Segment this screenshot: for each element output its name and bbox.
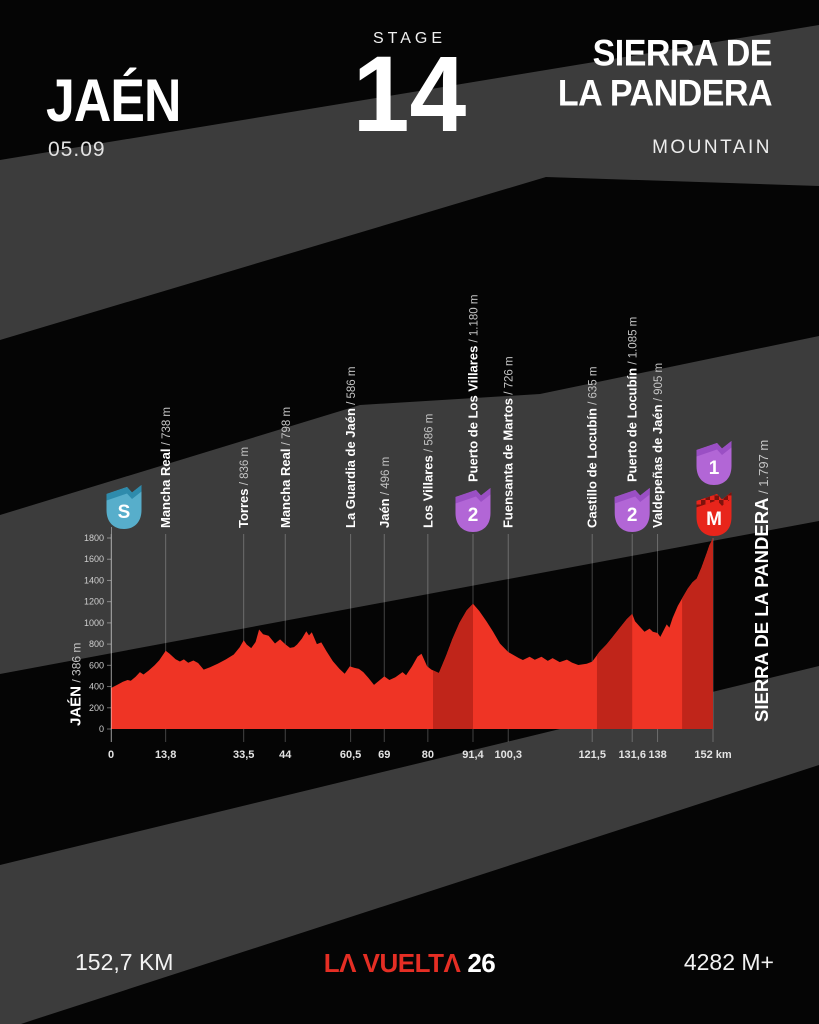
la-vuelta-wordmark: LΛ VUELTΛ (323, 948, 461, 978)
finish-city-line2: LA PANDERA (557, 73, 773, 115)
middle-stripe (0, 336, 819, 674)
category-2-badge: 2 (614, 488, 650, 532)
la-vuelta-logo: LΛ VUELTΛ 26 (0, 948, 819, 979)
svg-text:1400: 1400 (84, 575, 104, 585)
waypoint-label: Torres / 836 m (236, 447, 251, 528)
mountain-finish-badge: M (696, 492, 732, 536)
waypoint-label: Puerto de Locubín / 1.085 m (625, 317, 640, 482)
x-axis-labels: 0 13,8 33,5 44 60,5 69 80 91,4 100,3 121,5 131,6 13… (108, 749, 732, 761)
svg-text:S: S (118, 502, 131, 523)
x-tick-label: 91,4 (462, 749, 484, 761)
x-tick-label: 152 km (694, 749, 732, 761)
svg-text:2: 2 (468, 505, 479, 526)
elevation-profile (111, 538, 713, 729)
svg-text:1600: 1600 (84, 554, 104, 564)
stage-category: MOUNTAIN (652, 137, 772, 158)
x-tick-label: 121,5 (578, 749, 606, 761)
svg-text:200: 200 (89, 703, 104, 713)
x-tick-label: 138 (648, 749, 666, 761)
waypoint-label: Mancha Real / 738 m (158, 407, 173, 528)
footer-stripe (0, 666, 819, 1024)
stage-label: STAGE (372, 30, 447, 47)
stage-date: 05.09 (48, 138, 106, 161)
x-tick-label: 13,8 (155, 749, 176, 761)
x-tick-label: 44 (279, 749, 292, 761)
svg-text:400: 400 (89, 682, 104, 692)
start-badge: S (106, 485, 142, 529)
waypoint-label: Puerto de Los Villares / 1.180 m (465, 295, 480, 482)
climb-segment-1 (682, 538, 713, 729)
svg-text:600: 600 (89, 660, 104, 670)
svg-text:800: 800 (89, 639, 104, 649)
waypoint-label: Mancha Real / 798 m (278, 407, 293, 528)
x-tick-label: 100,3 (494, 749, 522, 761)
waypoint-label: Castillo de Locubín / 635 m (585, 367, 600, 528)
stage-number: 14 (352, 33, 467, 155)
header-stripe (0, 25, 819, 340)
start-city-title: JAÉN (46, 67, 181, 135)
la-vuelta-edition: 26 (467, 948, 496, 978)
waypoint-label: La Guardia de Jaén / 586 m (343, 367, 358, 528)
finish-label: SIERRA DE LA PANDERA / 1.797 m (751, 440, 772, 722)
svg-text:1: 1 (709, 458, 720, 479)
waypoint-label: Los Villares / 586 m (420, 414, 435, 528)
x-tick-label: 33,5 (233, 749, 254, 761)
total-distance: 152,7 KM (75, 949, 174, 975)
svg-text:M: M (706, 509, 722, 530)
waypoint-label: Valdepeñas de Jaén / 905 m (650, 363, 665, 528)
climb-segment-2 (596, 613, 633, 729)
waypoint-label: Fuensanta de Martos / 726 m (501, 356, 516, 528)
finish-city-title: SIERRA DE LA PANDERA (557, 32, 773, 115)
y-axis-labels: 0 200 400 600 800 1000 1200 1400 1600 1800 (84, 533, 111, 734)
svg-text:1800: 1800 (84, 533, 104, 543)
climb-segment-2 (432, 603, 473, 729)
svg-text:1200: 1200 (84, 597, 104, 607)
svg-text:0: 0 (99, 724, 104, 734)
total-elevation-gain: 4282 M+ (683, 949, 774, 975)
svg-text:2: 2 (627, 505, 638, 526)
x-tick-label: 131,6 (618, 749, 646, 761)
start-label: JAÉN / 386 m (68, 643, 85, 726)
x-tick-label: 69 (378, 749, 390, 761)
category-2-badge: 2 (455, 488, 491, 532)
finish-city-line1: SIERRA DE (592, 32, 773, 74)
waypoint-label: Jaén / 496 m (377, 457, 392, 528)
x-tick-label: 60,5 (340, 749, 361, 761)
x-tick-label: 0 (108, 749, 114, 761)
x-tick-label: 80 (422, 749, 434, 761)
category-1-badge: 1 (696, 441, 732, 485)
svg-text:1000: 1000 (84, 618, 104, 628)
